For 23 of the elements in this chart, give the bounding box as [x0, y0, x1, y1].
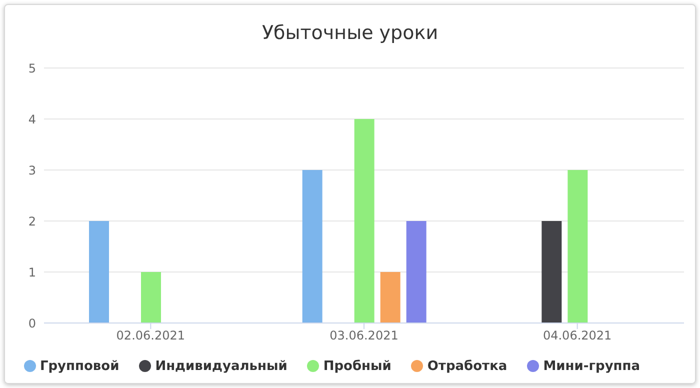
- y-tick-label: 2: [28, 214, 36, 228]
- y-tick-label: 3: [28, 163, 36, 178]
- y-tick-label: 4: [28, 112, 36, 126]
- bar: [406, 221, 426, 323]
- bar: [89, 221, 109, 323]
- bar: [302, 170, 322, 323]
- y-tick-label: 0: [28, 316, 36, 330]
- legend-label: Индивидуальный: [155, 359, 288, 374]
- legend-label: Отработка: [427, 359, 508, 374]
- y-tick-label: 5: [28, 61, 36, 76]
- x-tick-label: 04.06.2021: [542, 328, 612, 343]
- x-tick-label: 02.06.2021: [116, 328, 186, 343]
- x-tick-label: 03.06.2021: [330, 328, 398, 343]
- legend-label: Пробный: [323, 359, 392, 374]
- bar: [354, 119, 374, 323]
- bar: [141, 272, 161, 323]
- bar: [568, 170, 588, 323]
- y-tick-label: 1: [28, 265, 36, 280]
- bar: [380, 272, 400, 323]
- bar: [542, 221, 562, 323]
- chart-title: Убыточные уроки: [260, 22, 440, 44]
- legend-label: Групповой: [40, 359, 120, 374]
- legend-label: Мини-группа: [543, 359, 640, 374]
